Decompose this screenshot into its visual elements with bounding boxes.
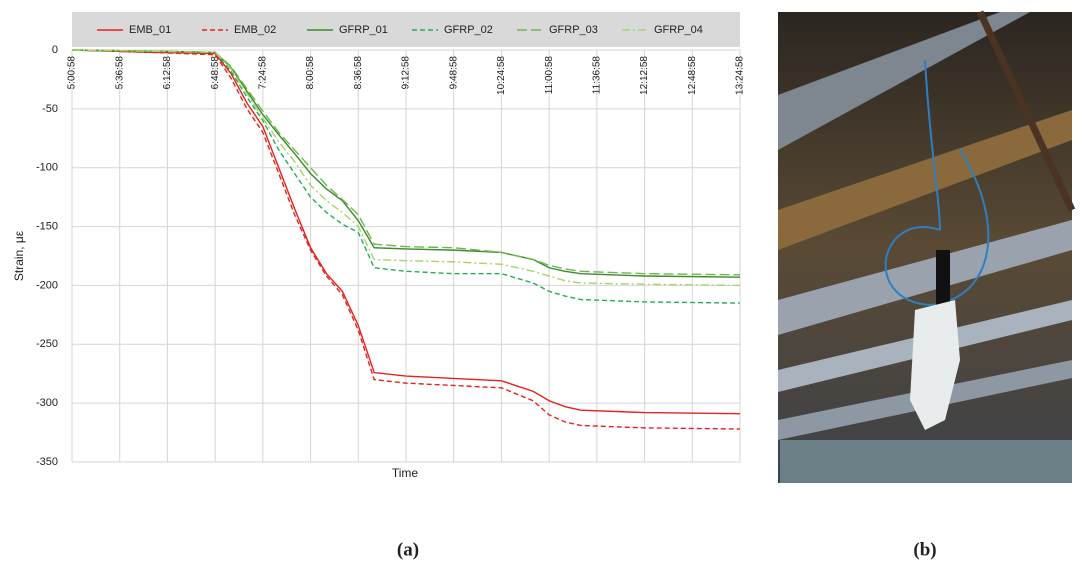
y-tick-label: -200 bbox=[36, 279, 58, 291]
legend-label: GFRP_02 bbox=[444, 24, 493, 36]
x-axis-label: Time bbox=[392, 466, 419, 480]
x-tick-label: 12:12:58 bbox=[639, 56, 650, 95]
y-tick-label: -150 bbox=[36, 220, 58, 232]
y-tick-label: -350 bbox=[36, 456, 58, 468]
x-tick-label: 10:24:58 bbox=[496, 56, 507, 95]
photo bbox=[778, 10, 1076, 483]
y-tick-label: 0 bbox=[52, 44, 58, 56]
x-tick-label: 13:24:58 bbox=[735, 56, 746, 95]
series-line bbox=[71, 49, 741, 287]
y-tick-label: -50 bbox=[42, 103, 58, 115]
x-tick-label: 6:12:58 bbox=[162, 56, 173, 90]
x-tick-label: 9:12:58 bbox=[401, 56, 412, 90]
series-line bbox=[71, 49, 741, 278]
y-tick-label: -250 bbox=[36, 338, 58, 350]
series-line bbox=[71, 49, 741, 430]
series-line bbox=[71, 49, 741, 276]
legend-label: GFRP_01 bbox=[339, 24, 388, 36]
caption: (b) bbox=[913, 539, 936, 560]
x-tick-label: 9:48:58 bbox=[448, 56, 459, 90]
series-line bbox=[71, 49, 741, 415]
x-tick-label: 12:48:58 bbox=[687, 56, 698, 95]
x-tick-label: 8:36:58 bbox=[353, 56, 364, 90]
caption: (a) bbox=[397, 539, 419, 560]
y-tick-label: -300 bbox=[36, 397, 58, 409]
x-tick-label: 5:36:58 bbox=[114, 56, 125, 90]
series-line bbox=[71, 49, 741, 304]
legend-label: EMB_01 bbox=[129, 24, 171, 36]
legend-label: GFRP_04 bbox=[654, 24, 703, 36]
legend-label: EMB_02 bbox=[234, 24, 276, 36]
x-tick-label: 8:00:58 bbox=[305, 56, 316, 90]
y-axis-label: Strain, με bbox=[12, 230, 26, 281]
plot: 0 -50 -100 -150 -200 -250 -300 -350 5:00:58 5:36:… bbox=[36, 44, 746, 468]
x-tick-label: 5:00:58 bbox=[67, 56, 78, 90]
x-tick-label: 6:48:58 bbox=[210, 56, 221, 90]
x-tick-label: 7:24:58 bbox=[257, 56, 268, 90]
y-tick-label: -100 bbox=[36, 162, 58, 174]
legend-label: GFRP_03 bbox=[549, 24, 598, 36]
x-tick-label: 11:36:58 bbox=[591, 56, 602, 95]
x-tick-label: 11:00:58 bbox=[544, 56, 555, 95]
